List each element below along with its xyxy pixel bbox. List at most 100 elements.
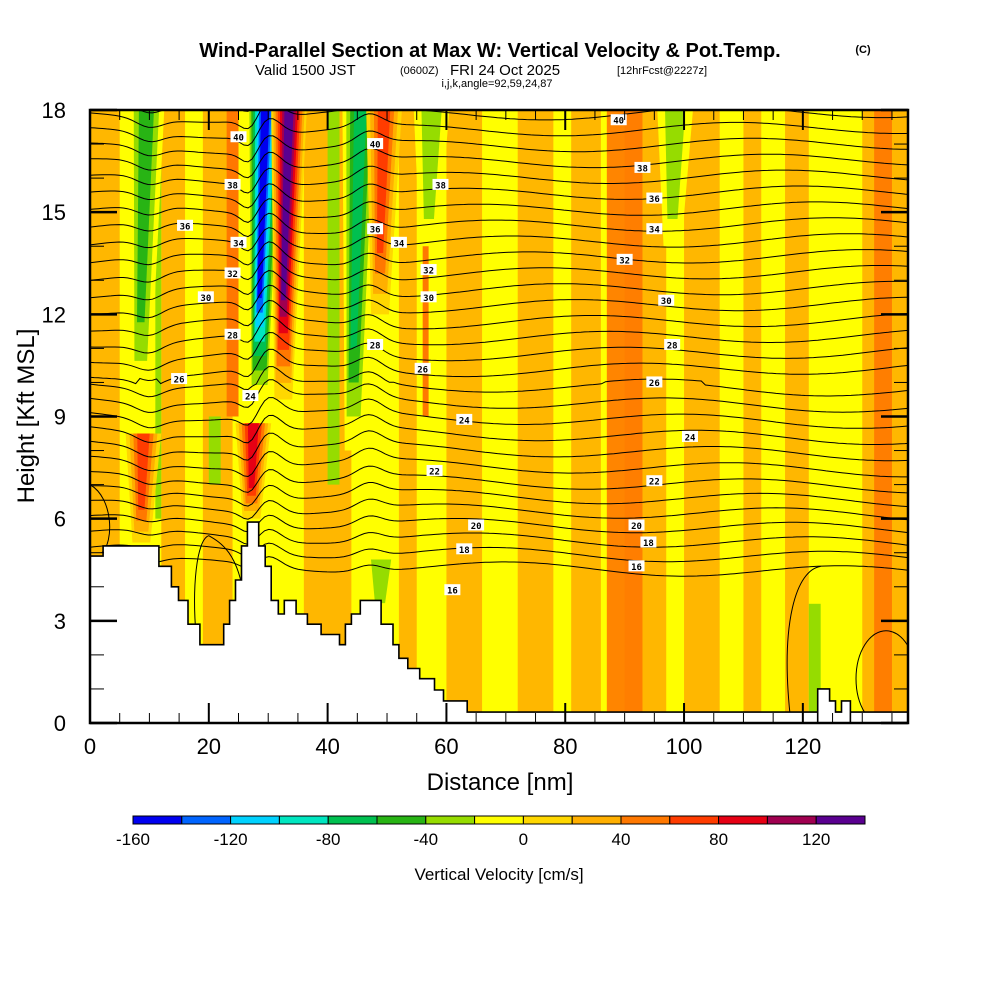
contour-label: 28 <box>367 338 384 351</box>
contour-label-box <box>610 114 627 126</box>
colorbar-tick-label: 80 <box>709 830 728 849</box>
velocity-band <box>785 110 809 723</box>
contour-label-box <box>646 192 663 204</box>
contour-label-box <box>171 373 188 385</box>
colorbar-swatch <box>425 815 476 825</box>
isentrope-line <box>90 299 908 337</box>
isentrope-line <box>90 482 908 508</box>
contour-label-text: 38 <box>435 181 446 191</box>
contour-label-box <box>634 161 651 173</box>
velocity-cell <box>665 110 686 219</box>
contour-label-text: 24 <box>685 433 696 443</box>
axis-ticks <box>89 108 908 725</box>
x-axis-label: Distance [nm] <box>427 769 574 796</box>
y-tick-label: 12 <box>42 302 66 327</box>
contour-label-text: 18 <box>643 539 654 549</box>
contour-label-text: 24 <box>245 393 256 403</box>
contour-label-text: 16 <box>447 587 458 597</box>
colorbar-tick-label: 0 <box>519 830 528 849</box>
colorbar <box>132 815 866 825</box>
contour-label: 38 <box>634 161 651 174</box>
terrain-profile <box>816 688 852 723</box>
contour-label: 28 <box>664 338 681 351</box>
plot-area: 40 40 40 38 38 38 36 36 36 34 34 34 32 32 32 30 30 30 28 28… <box>90 110 908 723</box>
contour-label: 16 <box>444 584 461 597</box>
contour-label: 40 <box>610 114 627 127</box>
valid-utc: (0600Z) <box>400 65 439 77</box>
contour-label-text: 20 <box>631 522 642 532</box>
isentrope-line <box>90 198 908 223</box>
contour-label-text: 26 <box>649 379 660 389</box>
isentrope-line <box>90 269 908 301</box>
contour-label-box <box>628 519 645 531</box>
contour-label-box <box>664 338 681 350</box>
colorbar-swatch <box>522 815 573 825</box>
contour-label: 26 <box>171 373 188 386</box>
colorbar-swatch <box>230 815 280 825</box>
contour-label: 20 <box>628 519 645 532</box>
contour-label-text: 24 <box>459 416 470 426</box>
contour-label-text: 40 <box>613 117 624 127</box>
colorbar-swatch <box>815 815 866 825</box>
contour-label: 30 <box>420 291 437 304</box>
velocity-cell <box>257 110 270 299</box>
velocity-band <box>327 110 340 485</box>
contour-label: 30 <box>658 294 675 307</box>
contour-label-box <box>456 413 473 425</box>
contour-label-box <box>367 138 384 150</box>
velocity-band <box>226 110 239 417</box>
contour-label: 36 <box>367 223 384 236</box>
contour-label: 32 <box>616 253 633 266</box>
isentrope-line <box>90 514 908 534</box>
colorbar-swatch <box>327 815 378 825</box>
contour-label: 24 <box>456 413 473 426</box>
grid-indices: i,j,k,angle=92,59,24,87 <box>441 78 552 90</box>
velocity-band <box>571 110 601 723</box>
isentrope-line <box>90 366 908 398</box>
contour-label: 16 <box>628 560 645 573</box>
x-tick-label: 20 <box>197 734 221 759</box>
contour-label: 30 <box>197 291 214 304</box>
forecast-info: [12hrFcst@2227z] <box>617 65 707 77</box>
contour-label: 20 <box>468 519 485 532</box>
y-tick-labels: 0 3 6 9 12 15 18 <box>42 98 66 736</box>
colorbar-tick-label: 120 <box>802 830 830 849</box>
contour-label-box <box>224 178 241 190</box>
x-tick-label: 40 <box>315 734 339 759</box>
valid-date: FRI 24 Oct 2025 <box>450 62 560 79</box>
contour-label-box <box>390 236 407 248</box>
contour-label: 18 <box>456 543 473 556</box>
contour-label-box <box>646 376 663 388</box>
terrain <box>90 521 908 723</box>
velocity-cell <box>137 433 150 510</box>
isentrope-line <box>90 498 908 521</box>
isentrope-line <box>90 430 908 462</box>
contour-label-text: 22 <box>649 478 660 488</box>
isentrope-line <box>90 465 908 494</box>
contour-label-box <box>242 390 259 402</box>
x-tick-label: 80 <box>553 734 577 759</box>
contour-label-box <box>224 328 241 340</box>
isentrope-line <box>90 130 908 163</box>
contour-label-box <box>367 338 384 350</box>
contour-label-text: 16 <box>631 563 642 573</box>
x-tick-labels: 0 20 40 60 80 100 120 <box>84 734 821 759</box>
contour-label-text: 32 <box>619 256 630 266</box>
valid-prefix: Valid 1500 JST <box>255 62 356 79</box>
contour-label-text: 36 <box>649 195 660 205</box>
isentrope-line <box>90 447 908 478</box>
contour-label-box <box>224 267 241 279</box>
velocity-band <box>517 110 554 723</box>
contour-label-text: 30 <box>200 294 211 304</box>
colorbar-swatch <box>376 815 427 825</box>
velocity-band <box>398 110 417 723</box>
isentrope-line <box>90 542 908 563</box>
y-tick-label: 9 <box>54 405 66 430</box>
contour-label-text: 32 <box>227 270 238 280</box>
contour-label: 36 <box>177 219 194 232</box>
isentrope-line <box>90 284 908 319</box>
contour-label: 34 <box>390 236 407 249</box>
contour-label: 24 <box>242 390 259 403</box>
contour-label-box <box>420 264 437 276</box>
